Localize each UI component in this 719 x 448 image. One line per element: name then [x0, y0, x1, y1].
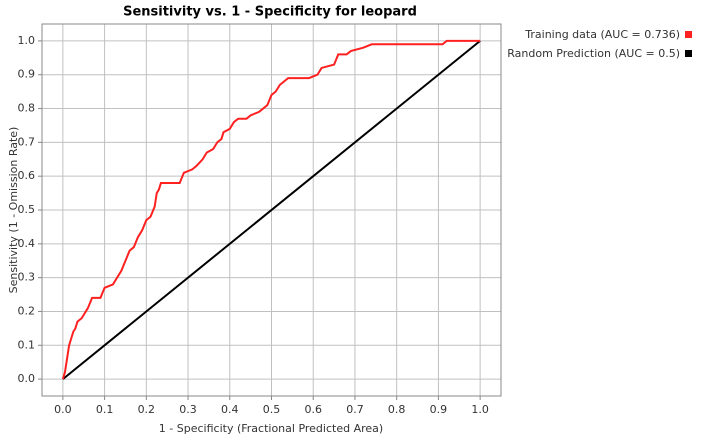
x-tick-label: 0.8: [388, 403, 406, 416]
x-tick-label: 0.5: [263, 403, 281, 416]
y-tick-label: 0.0: [18, 372, 36, 385]
series-line: [62, 40, 481, 380]
plot-border: [41, 23, 502, 397]
y-tick-label: 1.0: [18, 34, 36, 47]
legend-label: Training data (AUC = 0.736): [524, 28, 680, 41]
legend-marker: [685, 31, 692, 38]
x-axis-label: 1 - Specificity (Fractional Predicted Ar…: [159, 422, 383, 435]
x-tick-label: 0.7: [346, 403, 364, 416]
x-tick-label: 0.6: [304, 403, 322, 416]
legend-marker: [685, 50, 692, 57]
x-tick-label: 1.0: [471, 403, 489, 416]
legend-label: Random Prediction (AUC = 0.5): [507, 47, 680, 60]
chart-title: Sensitivity vs. 1 - Specificity for leop…: [123, 5, 417, 20]
y-tick-label: 0.6: [18, 169, 36, 182]
y-tick-label: 0.2: [18, 304, 36, 317]
x-tick-label: 0.9: [430, 403, 448, 416]
x-tick-label: 0.0: [54, 403, 72, 416]
y-tick-label: 0.3: [18, 271, 36, 284]
y-tick-label: 0.9: [18, 68, 36, 81]
y-tick-label: 0.5: [18, 203, 36, 216]
x-tick-label: 0.1: [96, 403, 114, 416]
x-tick-label: 0.3: [179, 403, 197, 416]
y-axis-label: Sensitivity (1 - Omission Rate): [7, 127, 20, 294]
x-tick-label: 0.4: [221, 403, 239, 416]
y-tick-label: 0.7: [18, 135, 36, 148]
y-tick-label: 0.1: [18, 338, 36, 351]
y-tick-label: 0.8: [18, 102, 36, 115]
y-tick-label: 0.4: [18, 237, 36, 250]
x-tick-label: 0.2: [138, 403, 156, 416]
series-line: [61, 39, 481, 380]
